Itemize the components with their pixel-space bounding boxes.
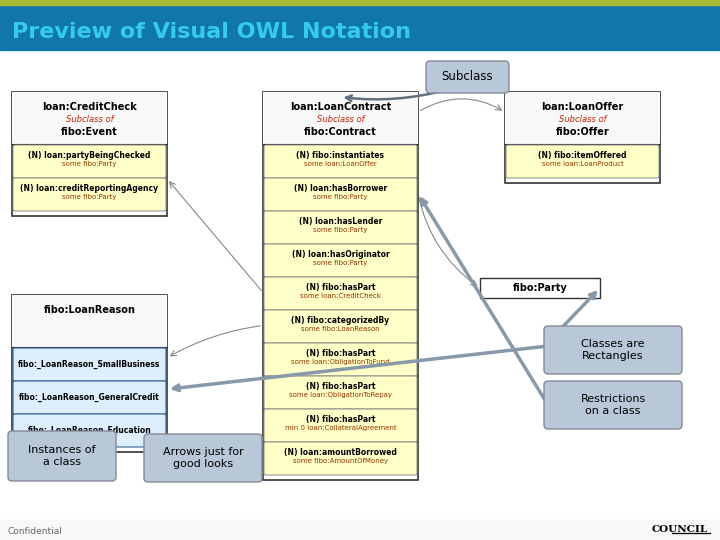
Text: (N) fibo:hasPart: (N) fibo:hasPart <box>306 415 375 424</box>
Bar <box>0 5 720 50</box>
Text: Subclass of: Subclass of <box>559 115 606 124</box>
FancyBboxPatch shape <box>13 145 166 178</box>
Text: fibo:_LoanReason_SmallBusiness: fibo:_LoanReason_SmallBusiness <box>18 360 161 369</box>
Text: (N) fibo:hasPart: (N) fibo:hasPart <box>306 349 375 358</box>
Text: Subclass of: Subclass of <box>317 115 364 124</box>
FancyBboxPatch shape <box>264 277 417 310</box>
Text: some loan:LoanOffer: some loan:LoanOffer <box>304 161 377 167</box>
Bar <box>12 92 167 144</box>
Text: Subclass of: Subclass of <box>66 115 113 124</box>
Text: Preview of Visual OWL Notation: Preview of Visual OWL Notation <box>12 22 411 42</box>
Text: some loan:CreditCheck: some loan:CreditCheck <box>300 293 381 299</box>
Text: Restrictions
on a class: Restrictions on a class <box>580 394 646 416</box>
Text: fibo:_LoanReason_GeneralCredit: fibo:_LoanReason_GeneralCredit <box>19 393 160 402</box>
Text: fibo:Offer: fibo:Offer <box>556 127 609 137</box>
Text: (N) fibo:categorizedBy: (N) fibo:categorizedBy <box>292 316 390 325</box>
FancyBboxPatch shape <box>544 381 682 429</box>
FancyBboxPatch shape <box>544 326 682 374</box>
Text: some loan:LoanProduct: some loan:LoanProduct <box>541 161 624 167</box>
Bar <box>0 520 720 540</box>
Bar <box>12 295 167 347</box>
Text: Classes are
Rectangles: Classes are Rectangles <box>581 339 644 361</box>
Bar <box>0 0 720 5</box>
Text: (N) loan:amountBorrowed: (N) loan:amountBorrowed <box>284 448 397 457</box>
Text: fibo:Party: fibo:Party <box>513 283 567 293</box>
Text: some fibo:Party: some fibo:Party <box>313 194 368 200</box>
Text: some fibo:LoanReason: some fibo:LoanReason <box>301 326 380 332</box>
Text: (N) loan:hasBorrower: (N) loan:hasBorrower <box>294 184 387 193</box>
FancyBboxPatch shape <box>426 61 509 93</box>
Bar <box>263 92 418 144</box>
Text: fibo:LoanReason: fibo:LoanReason <box>44 305 135 315</box>
Text: some fibo:AmountOfMoney: some fibo:AmountOfMoney <box>293 458 388 464</box>
FancyBboxPatch shape <box>264 211 417 244</box>
Text: (N) loan:partyBeingChecked: (N) loan:partyBeingChecked <box>28 151 150 160</box>
Text: Arrows just for
good looks: Arrows just for good looks <box>163 447 243 469</box>
FancyBboxPatch shape <box>13 348 166 381</box>
FancyBboxPatch shape <box>264 343 417 376</box>
Text: some loan:ObligationToFund: some loan:ObligationToFund <box>291 359 390 365</box>
Text: some fibo:Party: some fibo:Party <box>63 194 117 200</box>
Bar <box>480 278 600 298</box>
Text: min 0 loan:CollateralAgreement: min 0 loan:CollateralAgreement <box>284 425 396 431</box>
FancyBboxPatch shape <box>506 145 659 178</box>
Text: (N) fibo:instantiates: (N) fibo:instantiates <box>297 151 384 160</box>
Text: fibo:Event: fibo:Event <box>61 127 118 137</box>
Text: Confidential: Confidential <box>8 526 63 536</box>
FancyBboxPatch shape <box>264 178 417 211</box>
Text: (N) fibo:hasPart: (N) fibo:hasPart <box>306 283 375 292</box>
Text: some fibo:Party: some fibo:Party <box>313 227 368 233</box>
Text: Instances of
a class: Instances of a class <box>28 445 96 467</box>
Bar <box>505 92 660 183</box>
Text: loan:LoanContract: loan:LoanContract <box>290 102 391 112</box>
FancyBboxPatch shape <box>144 434 262 482</box>
Bar <box>505 92 660 144</box>
Text: fibo:_LoanReason_Education: fibo:_LoanReason_Education <box>27 426 151 435</box>
Text: (N) loan:hasLender: (N) loan:hasLender <box>299 217 382 226</box>
Bar <box>12 295 167 452</box>
Bar <box>263 92 418 480</box>
Text: some loan:ObligationToRepay: some loan:ObligationToRepay <box>289 392 392 398</box>
FancyBboxPatch shape <box>13 178 166 211</box>
Bar <box>12 92 167 216</box>
Text: loan:CreditCheck: loan:CreditCheck <box>42 102 137 112</box>
FancyBboxPatch shape <box>264 310 417 343</box>
Text: (N) fibo:itemOffered: (N) fibo:itemOffered <box>539 151 626 160</box>
FancyBboxPatch shape <box>264 145 417 178</box>
Text: Subclass: Subclass <box>441 71 493 84</box>
Text: fibo:Contract: fibo:Contract <box>304 127 377 137</box>
Text: COUNCIL: COUNCIL <box>652 525 708 535</box>
FancyBboxPatch shape <box>13 414 166 447</box>
FancyBboxPatch shape <box>8 431 116 481</box>
FancyBboxPatch shape <box>13 381 166 414</box>
Text: (N) loan:creditReportingAgency: (N) loan:creditReportingAgency <box>20 184 158 193</box>
FancyBboxPatch shape <box>264 442 417 475</box>
Text: some fibo:Party: some fibo:Party <box>63 161 117 167</box>
FancyBboxPatch shape <box>264 244 417 277</box>
Text: (N) fibo:hasPart: (N) fibo:hasPart <box>306 382 375 391</box>
FancyBboxPatch shape <box>264 409 417 442</box>
Text: some fibo:Party: some fibo:Party <box>313 260 368 266</box>
Text: (N) loan:hasOriginator: (N) loan:hasOriginator <box>292 250 390 259</box>
Text: loan:LoanOffer: loan:LoanOffer <box>541 102 624 112</box>
FancyBboxPatch shape <box>264 376 417 409</box>
